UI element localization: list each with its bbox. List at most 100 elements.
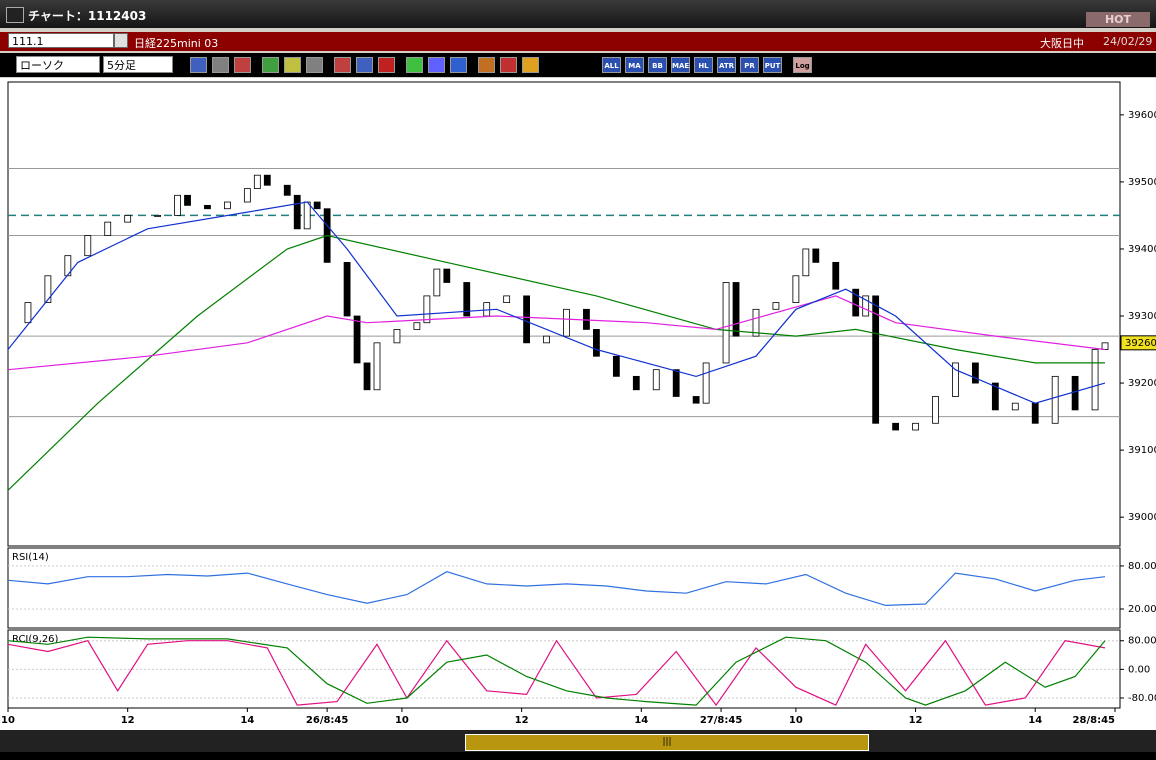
series-line [7, 636, 1106, 706]
y-tick-label: 39500 [1128, 177, 1156, 188]
candle [772, 302, 780, 310]
candle [443, 268, 451, 283]
candle [952, 362, 959, 397]
candle [612, 355, 620, 377]
tool-icon[interactable] [450, 57, 467, 73]
candle [872, 295, 880, 424]
symbol-input[interactable]: 111.1 [8, 33, 114, 48]
tool-button[interactable]: PUT [763, 57, 782, 73]
tool-icon[interactable] [378, 57, 395, 73]
series-line [7, 295, 1106, 371]
candle [1101, 342, 1109, 350]
scroll-thumb[interactable]: ||| [465, 734, 869, 751]
candle [563, 308, 570, 337]
y-tick-label: 39400 [1128, 244, 1156, 255]
x-tick-label: 10 [1, 715, 15, 726]
candle [393, 329, 401, 344]
candle [752, 308, 760, 337]
chart-kind-select[interactable]: ローソク [16, 56, 100, 73]
market: 大阪日中 [1040, 37, 1084, 50]
candle [373, 342, 381, 391]
candle [243, 188, 251, 203]
status-strip [0, 752, 1156, 760]
tool-icon[interactable] [306, 57, 323, 73]
candle [892, 422, 900, 431]
tool-icon[interactable] [190, 57, 207, 73]
tool-button[interactable]: Log [793, 57, 812, 73]
tool-icon[interactable] [406, 57, 423, 73]
tool-icon[interactable] [334, 57, 351, 73]
x-tick-label: 14 [1028, 715, 1042, 726]
hot-button[interactable]: HOT [1086, 12, 1150, 27]
toolbar: ローソク 5分足 ALL MA BB MAE HL ATR PR PUT Log [0, 53, 1156, 77]
candle [1071, 375, 1079, 411]
candle [204, 204, 211, 210]
chart: 39000 39100 39200 39300 39400 39500 39600 39260… [0, 78, 1156, 730]
candle [632, 375, 640, 391]
candle [224, 201, 231, 210]
window-title: チャート：1112403 [28, 9, 147, 23]
candle [802, 248, 810, 277]
x-tick-label: 26/8:45 [306, 715, 348, 726]
tool-button[interactable]: HL [694, 57, 713, 73]
tool-icon[interactable] [284, 57, 301, 73]
tool-icon[interactable] [234, 57, 251, 73]
tool-button[interactable]: ALL [602, 57, 621, 73]
candle [991, 382, 999, 411]
price-label: 39260 [1125, 338, 1156, 349]
pane-border [7, 547, 1121, 629]
tool-icon[interactable] [478, 57, 495, 73]
tool-icon[interactable] [428, 57, 445, 73]
pane-border [7, 81, 1121, 547]
candle [543, 335, 550, 344]
candle [912, 422, 919, 431]
candle [263, 174, 271, 186]
app-icon [6, 7, 24, 23]
y-tick-label: 20.00 [1128, 604, 1156, 615]
candle [1051, 375, 1059, 424]
tool-icon[interactable] [500, 57, 517, 73]
x-tick-label: 14 [240, 715, 254, 726]
candle [792, 275, 800, 304]
tool-icon[interactable] [522, 57, 539, 73]
series-line [7, 639, 1106, 707]
candle [423, 295, 431, 324]
y-tick-label: 0.00 [1128, 664, 1150, 675]
x-tick-label: 14 [634, 715, 648, 726]
pane-title: RSI(14) [12, 552, 49, 563]
tool-button[interactable]: BB [648, 57, 667, 73]
candle [593, 329, 600, 357]
candle [503, 295, 511, 304]
series-line [7, 571, 1106, 607]
tool-icon[interactable] [212, 57, 229, 73]
tool-button[interactable]: PR [740, 57, 759, 73]
tool-button[interactable]: ATR [717, 57, 736, 73]
candle [363, 362, 371, 391]
interval-select[interactable]: 5分足 [103, 56, 173, 73]
x-tick-label: 10 [789, 715, 803, 726]
symbol-dropdown[interactable] [114, 33, 128, 48]
x-tick-label: 12 [909, 715, 923, 726]
tool-button[interactable]: MAE [671, 57, 690, 73]
tool-icon[interactable] [262, 57, 279, 73]
tool-icon[interactable] [356, 57, 373, 73]
candle [154, 215, 161, 217]
pane-title: RCI(9,26) [12, 634, 59, 645]
y-tick-label: 39200 [1128, 378, 1156, 389]
candle [1031, 402, 1039, 424]
candle [174, 194, 181, 216]
candle [343, 261, 351, 317]
candle [722, 282, 730, 364]
candle [283, 184, 291, 196]
candle [832, 261, 840, 290]
symbol-bar: 111.1 日経225mini 03 大阪日中 24/02/29 [0, 32, 1156, 51]
candle [413, 322, 421, 330]
candle [812, 248, 820, 263]
tool-button[interactable]: MA [625, 57, 644, 73]
candle [692, 396, 700, 404]
y-tick-label: 80.00 [1128, 636, 1156, 647]
candle [253, 174, 261, 190]
instrument-name: 日経225mini 03 [134, 37, 219, 50]
candle [433, 268, 441, 297]
